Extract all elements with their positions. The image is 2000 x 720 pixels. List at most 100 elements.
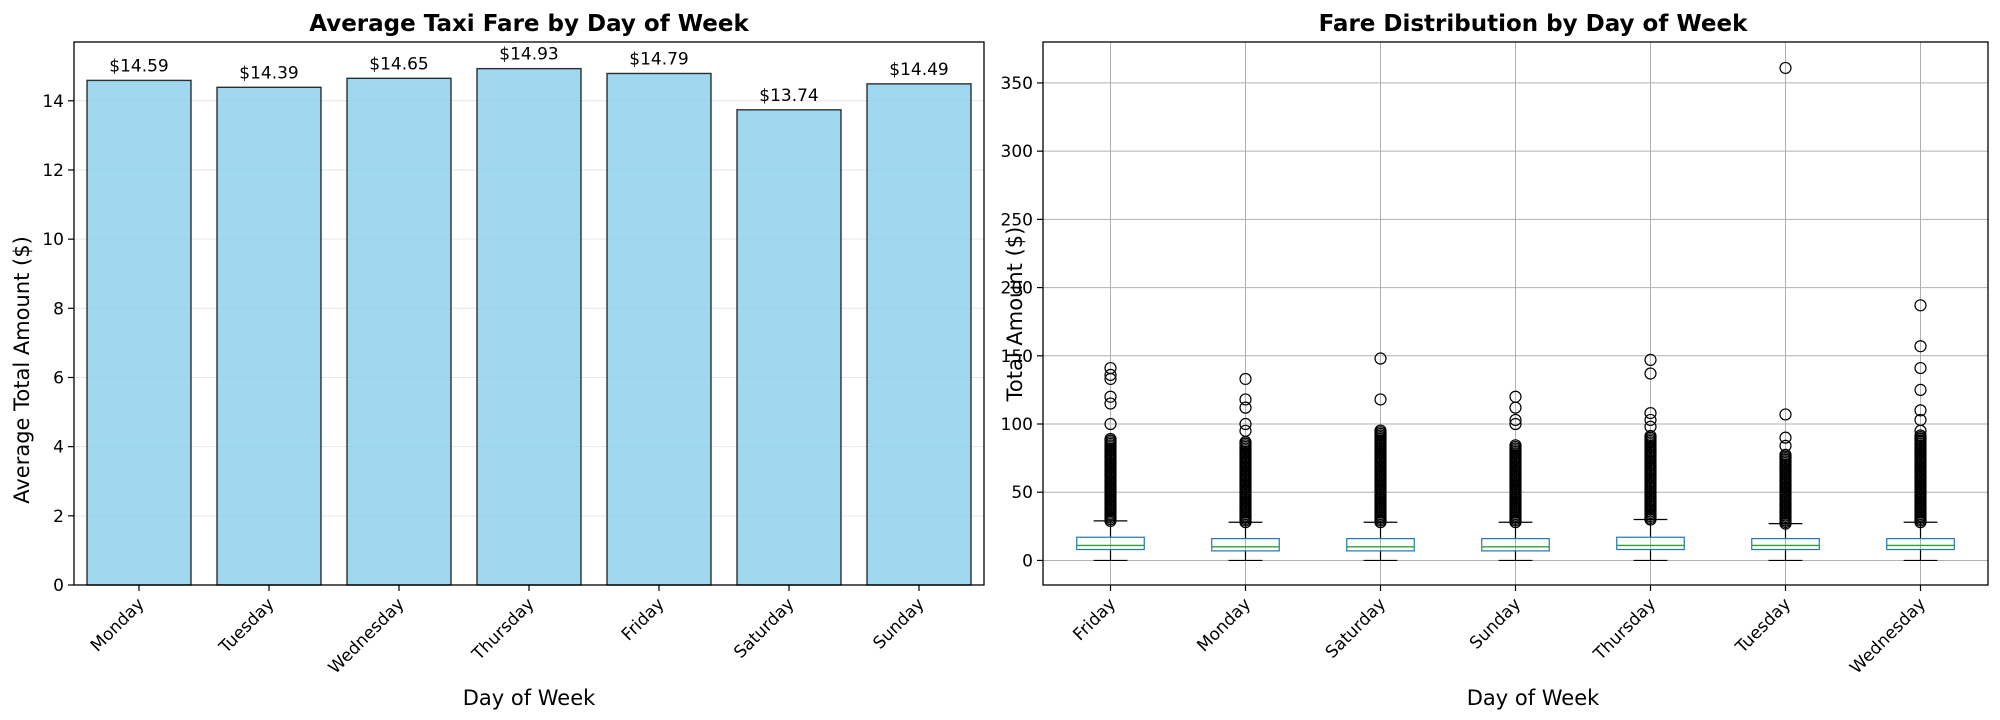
y-tick-label: 8 [53,299,64,319]
box-iqr [1616,536,1685,551]
x-tick-label: Saturday [1322,594,1390,662]
outlier-point [1239,393,1252,406]
x-tick-label: Tuesday [1731,594,1795,658]
x-tick-label: Monday [87,594,149,656]
y-tick-label: 100 [1001,415,1033,435]
bar-sunday [866,83,972,586]
bar-monday [86,79,192,586]
bar-chart-bars [86,67,972,586]
box-friday [1076,361,1145,562]
outlier-point [1239,424,1252,437]
y-tick-label: 14 [42,92,64,112]
outlier-point [1239,417,1252,431]
x-tick-label: Tuesday [215,594,279,658]
outlier-point [1914,429,1927,442]
bar-value-label: $14.65 [369,54,428,74]
y-tick-label: 12 [42,161,64,181]
bar-thursday [476,67,582,586]
bar-value-label: $14.49 [889,60,948,80]
box-chart-y-ticks: 0 50 100 150 200 250 300 350 [1001,74,1043,571]
bar-chart-title: Average Taxi Fare by Day of Week [309,11,749,37]
outlier-point [1509,413,1522,427]
box-thursday [1616,353,1685,562]
y-tick-label: 250 [1001,210,1033,230]
y-tick-label: 10 [42,230,64,250]
bar-friday [606,72,712,586]
bar-value-label: $13.74 [759,86,818,106]
bar-saturday [736,109,842,586]
box-chart-frame [1042,41,1989,586]
box-saturday [1346,352,1415,562]
outlier-point [1374,424,1387,437]
x-tick-label: Saturday [730,594,798,662]
outlier-point [1914,383,1927,397]
outlier-point [1644,353,1657,366]
x-tick-label: Thursday [1589,594,1660,665]
outlier-point [1914,299,1927,312]
outlier-point [1509,439,1522,452]
outlier-point [1239,401,1252,414]
outlier-point [1509,390,1522,403]
outlier-point [1779,448,1792,461]
outlier-point [1644,429,1657,443]
bar-chart-y-ticks: 0 2 4 6 8 10 12 14 [42,92,74,596]
outlier-point [1644,420,1657,433]
outlier-point [1779,439,1792,452]
y-tick-label: 350 [1001,74,1033,94]
x-tick-label: Wednesday [325,594,409,678]
outlier-point [1104,368,1117,381]
bar-chart: Average Taxi Fare by Day of Week Day of … [10,11,985,710]
bar-value-label: $14.79 [629,49,688,69]
x-tick-label: Thursday [468,594,539,665]
box-iqr [1076,536,1145,551]
outlier-point [1509,417,1522,431]
bar-value-label: $14.39 [239,63,298,83]
box-tuesday [1751,61,1820,562]
y-tick-label: 200 [1001,279,1033,299]
box-sunday [1481,390,1550,562]
box-chart-x-axis-label: Day of Week [1467,686,1600,710]
box-wednesday [1886,299,1955,562]
box-chart-y-axis-label: Total Amount ($) [1003,227,1027,403]
outlier-point [1914,340,1927,353]
y-tick-label: 0 [53,576,64,596]
outlier-point [1914,413,1927,427]
bar-chart-x-axis-label: Day of Week [463,686,596,710]
box-iqr [1886,538,1955,551]
outlier-point [1104,397,1117,410]
x-tick-label: Friday [618,594,669,645]
outlier-point [1104,390,1117,403]
bar-tuesday [216,86,322,586]
box-monday [1211,372,1280,562]
x-tick-label: Wednesday [1846,594,1930,678]
outlier-point [1779,431,1792,444]
box-chart-x-ticks: Friday Monday Saturday Sunday Thursday Tuesda… [1069,585,1930,678]
outlier-point [1914,361,1927,375]
outlier-point [1644,413,1657,427]
outlier-point [1779,408,1792,421]
y-tick-label: 150 [1001,347,1033,367]
box-chart: Fare Distribution by Day of Week Day of … [1001,11,1989,710]
y-tick-label: 300 [1001,142,1033,162]
outlier-point [1104,361,1117,375]
outlier-point [1104,432,1117,446]
bar-value-label: $14.93 [499,45,558,65]
x-tick-label: Monday [1193,594,1255,656]
outlier-point [1374,393,1387,406]
bar-wednesday [346,77,452,586]
box-iqr [1211,538,1280,552]
x-tick-label: Friday [1069,594,1120,645]
y-tick-label: 6 [53,368,64,388]
bar-chart-data-labels: $14.59 $14.39 $14.65 $14.93 $14.79 $13.74 $14.… [109,45,948,106]
bar-chart-x-ticks: Monday Tuesday Wednesday Thursday Friday Satu… [87,585,929,678]
outlier-point [1239,372,1252,386]
box-chart-boxes [1076,61,1955,562]
y-tick-label: 50 [1011,483,1033,503]
bar-chart-frame [73,41,985,586]
bar-value-label: $14.59 [109,56,168,76]
outlier-point [1779,61,1792,75]
x-tick-label: Sunday [869,594,928,653]
outlier-point [1914,404,1927,417]
outlier-point [1644,406,1657,420]
